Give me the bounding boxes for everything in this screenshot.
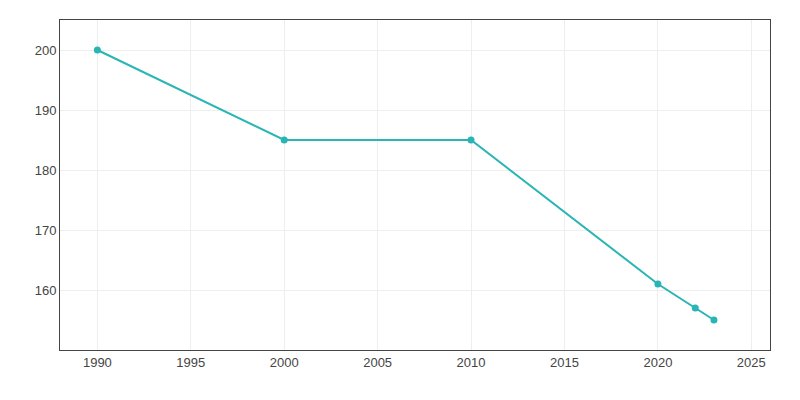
svg-text:2010: 2010 — [457, 355, 486, 370]
svg-text:190: 190 — [35, 103, 57, 118]
svg-text:180: 180 — [35, 163, 57, 178]
svg-text:160: 160 — [35, 283, 57, 298]
svg-text:200: 200 — [35, 43, 57, 58]
svg-text:1995: 1995 — [176, 355, 205, 370]
svg-text:2025: 2025 — [737, 355, 766, 370]
svg-text:2000: 2000 — [270, 355, 299, 370]
svg-text:170: 170 — [35, 223, 57, 238]
svg-text:1990: 1990 — [83, 355, 112, 370]
svg-text:2005: 2005 — [363, 355, 392, 370]
svg-text:2020: 2020 — [643, 355, 672, 370]
svg-text:2015: 2015 — [550, 355, 579, 370]
